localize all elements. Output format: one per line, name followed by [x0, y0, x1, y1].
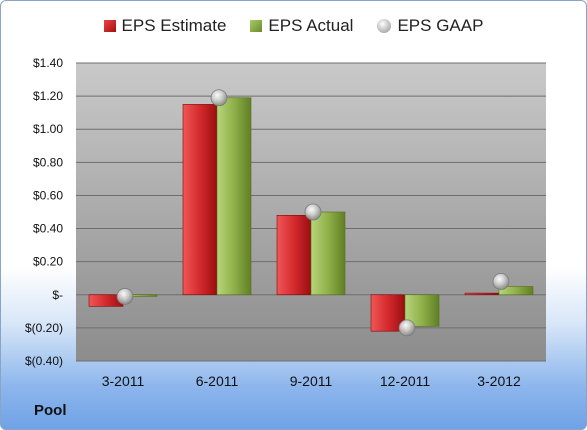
- gaap-marker: [210, 89, 228, 107]
- y-tick-label: $1.00: [33, 122, 63, 136]
- x-tick-label: 3-2011: [102, 373, 145, 389]
- y-tick-label: $1.40: [33, 56, 63, 70]
- gaap-marker: [304, 203, 322, 221]
- x-tick-label: 3-2012: [477, 373, 521, 389]
- bar-actual: [310, 211, 346, 296]
- legend-item-estimate: EPS Estimate: [103, 16, 227, 36]
- y-tick-label: $0.20: [33, 255, 63, 269]
- x-tick-label: 9-2011: [290, 373, 333, 389]
- y-tick-label: $0.80: [33, 155, 63, 169]
- legend-swatch-gaap: [377, 19, 392, 33]
- y-tick-label: $0.60: [33, 188, 63, 202]
- x-tick-label: 6-2011: [196, 373, 239, 389]
- y-axis-ticks: $(0.40) $(0.20) $- $0.20 $0.40 $0.60 $0.80 $1.0…: [25, 56, 63, 368]
- y-tick-label: $1.20: [33, 89, 63, 103]
- gaap-marker: [492, 273, 510, 290]
- y-tick-label: $-: [52, 288, 63, 302]
- x-tick-label: 12-2011: [380, 373, 431, 389]
- legend-label-estimate: EPS Estimate: [121, 16, 227, 35]
- legend: EPS Estimate EPS Actual EPS GAAP: [1, 16, 586, 36]
- bar-estimate: [276, 215, 312, 296]
- gaap-marker: [398, 319, 416, 337]
- x-axis-ticks: 3-2011 6-2011 9-2011 12-2011 3-2012: [102, 373, 521, 389]
- bar-actual: [216, 97, 252, 296]
- legend-item-actual: EPS Actual: [250, 16, 353, 36]
- legend-label-actual: EPS Actual: [268, 16, 354, 35]
- y-tick-label: $0.40: [33, 222, 63, 236]
- bar-estimate: [464, 292, 500, 296]
- bar-actual: [498, 286, 534, 296]
- y-tick-label: $(0.40): [25, 354, 63, 368]
- legend-swatch-actual: [250, 20, 263, 32]
- legend-label-gaap: EPS GAAP: [397, 16, 484, 35]
- legend-swatch-estimate: [103, 20, 116, 32]
- gaap-marker: [116, 288, 134, 305]
- ticker-label: Pool: [34, 402, 67, 419]
- bar-estimate: [182, 104, 218, 296]
- y-tick-label: $(0.20): [25, 321, 63, 335]
- gaap-markers: [116, 89, 510, 337]
- legend-item-gaap: EPS GAAP: [377, 16, 483, 36]
